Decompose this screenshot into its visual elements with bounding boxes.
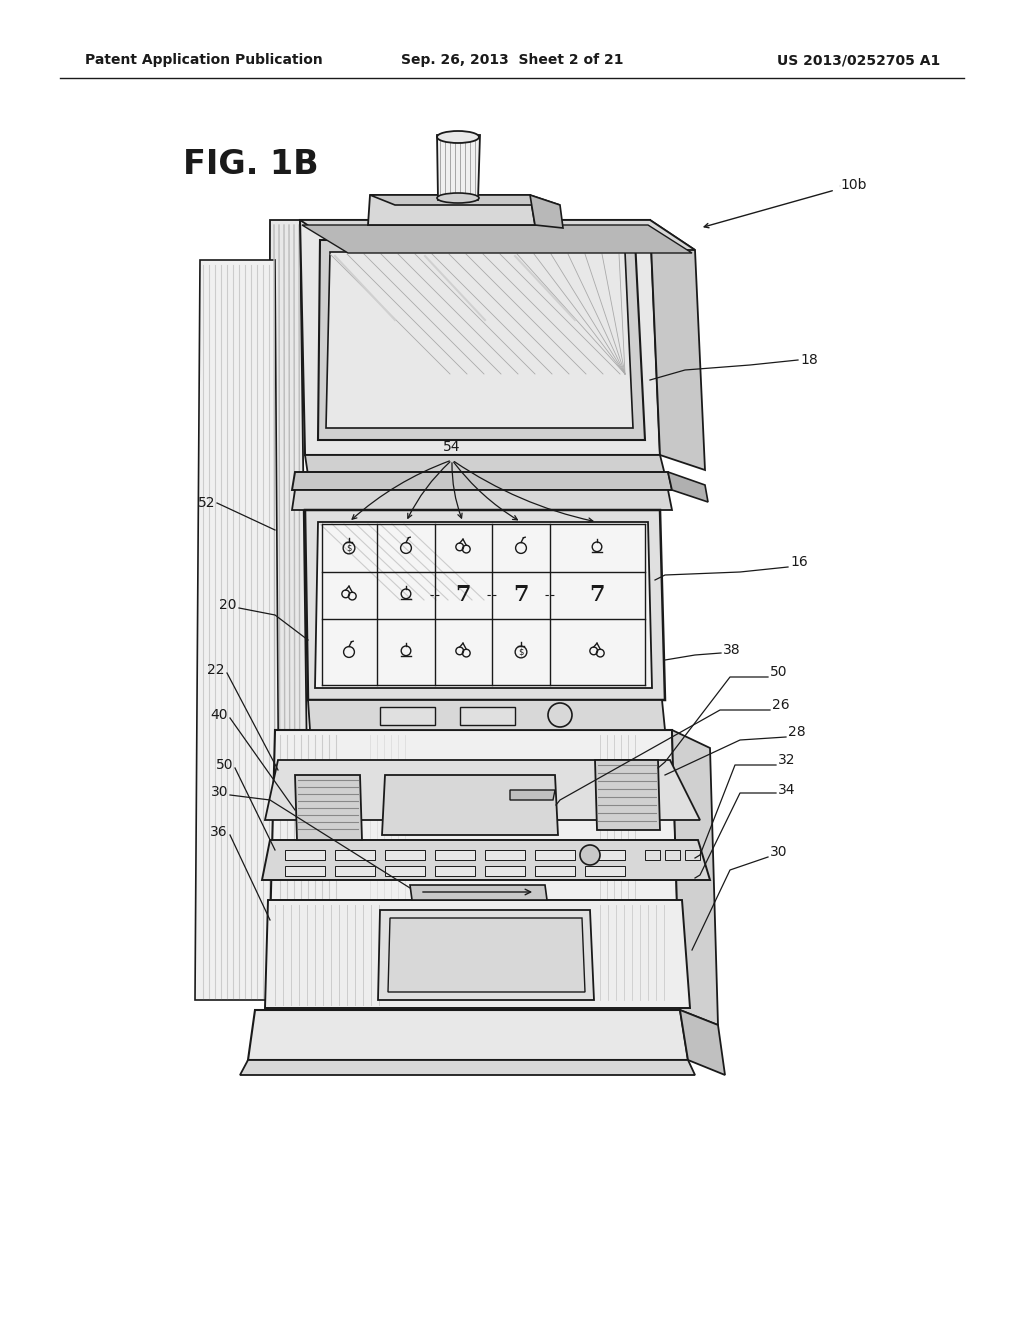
Text: 36: 36 <box>210 825 228 840</box>
Polygon shape <box>650 220 705 470</box>
Polygon shape <box>305 510 665 700</box>
Polygon shape <box>368 195 535 224</box>
Bar <box>685 850 700 861</box>
Circle shape <box>580 845 600 865</box>
Bar <box>485 866 525 876</box>
Text: 7: 7 <box>589 583 605 606</box>
Polygon shape <box>248 1010 688 1060</box>
Text: Sep. 26, 2013  Sheet 2 of 21: Sep. 26, 2013 Sheet 2 of 21 <box>400 53 624 67</box>
Polygon shape <box>370 195 560 205</box>
Bar <box>285 866 325 876</box>
Bar <box>385 850 425 861</box>
Text: 30: 30 <box>211 785 228 799</box>
Text: 26: 26 <box>772 698 790 711</box>
Polygon shape <box>672 730 718 1026</box>
Polygon shape <box>437 135 480 201</box>
Polygon shape <box>300 220 660 455</box>
Bar <box>335 866 375 876</box>
Polygon shape <box>265 760 700 820</box>
Bar <box>485 850 525 861</box>
Polygon shape <box>300 220 695 249</box>
Bar <box>535 850 575 861</box>
Polygon shape <box>268 730 680 1010</box>
Bar <box>380 708 435 725</box>
Text: 7: 7 <box>456 583 471 606</box>
Polygon shape <box>292 490 672 510</box>
Polygon shape <box>378 909 594 1001</box>
Polygon shape <box>295 775 362 840</box>
Ellipse shape <box>437 131 479 143</box>
Polygon shape <box>302 224 692 253</box>
Text: 50: 50 <box>215 758 233 772</box>
Polygon shape <box>292 473 672 490</box>
Polygon shape <box>195 260 280 1001</box>
Text: $: $ <box>346 544 351 553</box>
Text: 32: 32 <box>778 752 796 767</box>
Polygon shape <box>388 917 585 993</box>
Polygon shape <box>262 840 710 880</box>
Bar <box>385 866 425 876</box>
Text: US 2013/0252705 A1: US 2013/0252705 A1 <box>777 53 940 67</box>
Polygon shape <box>595 760 660 830</box>
Text: 7: 7 <box>513 583 528 606</box>
Polygon shape <box>680 1010 725 1074</box>
Text: $: $ <box>518 648 523 656</box>
Bar <box>460 708 515 725</box>
Polygon shape <box>308 700 665 730</box>
Text: 16: 16 <box>790 554 808 569</box>
Polygon shape <box>668 473 708 502</box>
Text: 18: 18 <box>800 352 818 367</box>
Text: 34: 34 <box>778 783 796 797</box>
Bar <box>535 866 575 876</box>
Text: 40: 40 <box>211 708 228 722</box>
Polygon shape <box>265 900 690 1008</box>
Text: 30: 30 <box>770 845 787 859</box>
Bar <box>585 866 625 876</box>
Text: 38: 38 <box>723 643 740 657</box>
Ellipse shape <box>437 193 479 203</box>
Polygon shape <box>318 240 645 440</box>
Bar <box>645 850 660 861</box>
Text: 52: 52 <box>198 496 215 510</box>
Text: 20: 20 <box>219 598 237 612</box>
Polygon shape <box>382 775 558 836</box>
Polygon shape <box>326 252 633 428</box>
Polygon shape <box>268 220 310 1001</box>
Text: Patent Application Publication: Patent Application Publication <box>85 53 323 67</box>
Text: 10b: 10b <box>840 178 866 191</box>
Polygon shape <box>240 1060 695 1074</box>
Text: 22: 22 <box>208 663 225 677</box>
Text: 28: 28 <box>788 725 806 739</box>
Text: 54: 54 <box>443 440 461 454</box>
Polygon shape <box>530 195 563 228</box>
Text: FIG. 1B: FIG. 1B <box>183 149 318 181</box>
Polygon shape <box>410 884 547 900</box>
Bar <box>585 850 625 861</box>
Bar <box>285 850 325 861</box>
Bar <box>435 866 475 876</box>
Bar <box>435 850 475 861</box>
Polygon shape <box>305 455 665 475</box>
Bar <box>665 850 680 861</box>
Polygon shape <box>315 521 652 688</box>
Text: 50: 50 <box>770 665 787 678</box>
Polygon shape <box>510 789 555 800</box>
Bar <box>335 850 375 861</box>
